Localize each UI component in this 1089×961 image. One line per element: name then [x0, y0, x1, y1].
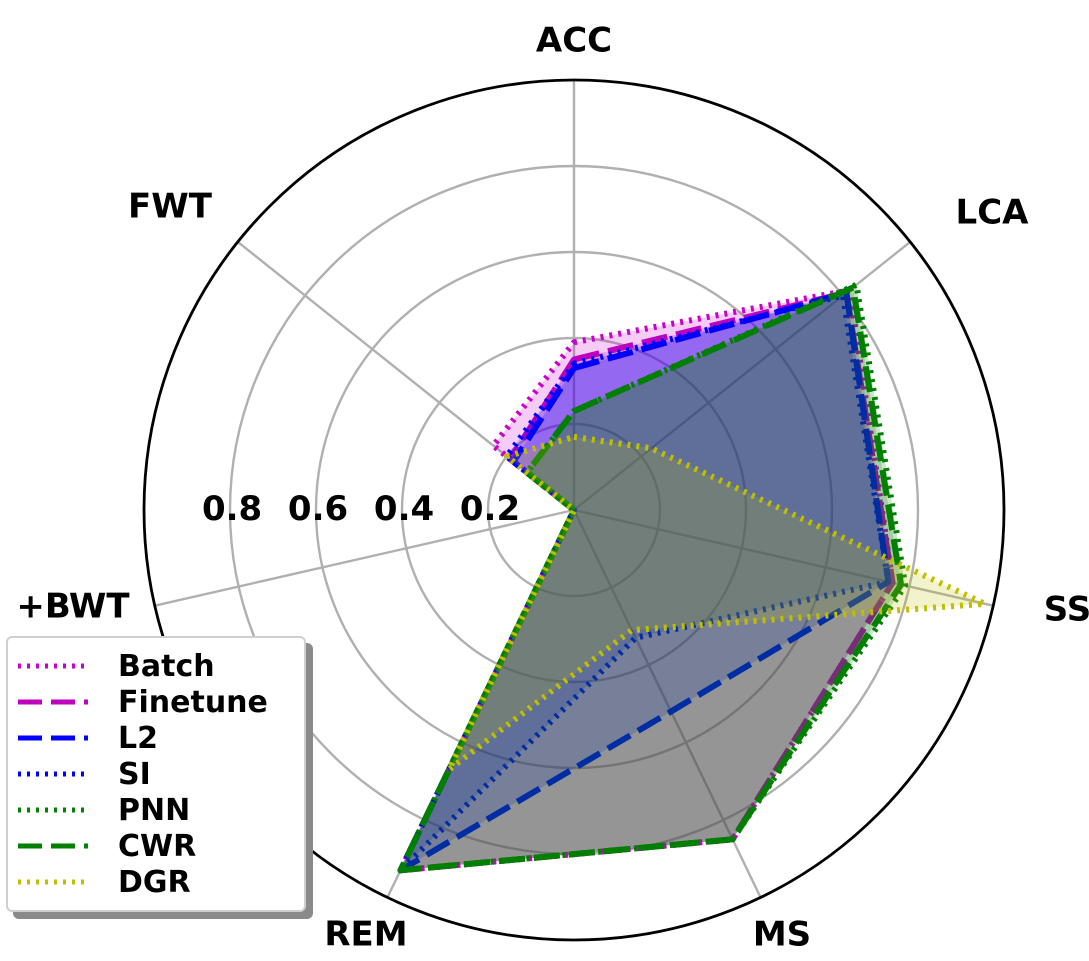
- axis-label-rem: REM: [324, 915, 407, 955]
- legend-label-batch: Batch: [118, 648, 215, 684]
- spoke-sss: [573, 508, 994, 607]
- series-pnn: [397, 281, 909, 874]
- legend-label-cwr: CWR: [118, 828, 197, 864]
- tick-label-0_4: 0.4: [374, 489, 434, 529]
- legend-label-l2: L2: [118, 720, 158, 756]
- legend-swatch-finetune: [18, 699, 88, 705]
- axis-label-bwt: +BWT: [16, 587, 130, 627]
- tick-label-0_8: 0.8: [202, 489, 262, 529]
- spoke-bwt: [154, 508, 575, 607]
- legend-label-dgr: DGR: [118, 864, 191, 900]
- legend-item-dgr: DGR: [18, 864, 304, 900]
- legend-swatch-pnn: [18, 807, 88, 813]
- tick-label-0_2: 0.2: [460, 489, 520, 529]
- legend-swatch-l2: [18, 735, 88, 741]
- legend-swatch-dgr: [18, 879, 88, 885]
- axis-label-ms: MS: [753, 915, 811, 955]
- legend-swatch-cwr: [18, 843, 88, 849]
- axis-label-lca: LCA: [956, 193, 1030, 233]
- legend-item-l2: L2: [18, 720, 304, 756]
- legend-item-pnn: PNN: [18, 792, 304, 828]
- legend-item-cwr: CWR: [18, 828, 304, 864]
- series-l2: [397, 289, 892, 874]
- tick-label-0_6: 0.6: [288, 489, 348, 529]
- series-si: [397, 292, 892, 874]
- legend-item-finetune: Finetune: [18, 684, 304, 720]
- legend: Batch Finetune L2 SI PNN CWR DGR: [6, 636, 306, 912]
- axis-label-fwt: FWT: [128, 187, 213, 227]
- legend-swatch-batch: [18, 663, 88, 669]
- legend-label-si: SI: [118, 756, 151, 792]
- legend-label-pnn: PNN: [118, 792, 191, 828]
- outer-frame: [142, 78, 1006, 942]
- legend-label-finetune: Finetune: [118, 684, 268, 720]
- series-dgr: [446, 433, 988, 773]
- legend-item-si: SI: [18, 756, 304, 792]
- series-layer: [397, 281, 988, 874]
- axis-label-acc: ACC: [536, 21, 612, 61]
- legend-item-batch: Batch: [18, 648, 304, 684]
- axis-label-sss: SSS: [1044, 590, 1089, 630]
- legend-swatch-si: [18, 771, 88, 777]
- spoke-ms: [572, 509, 762, 898]
- label-layer: ACC LCA SSS MS REM +BWT FWT 0.2 0.4 0.6 0.8: [16, 21, 1089, 955]
